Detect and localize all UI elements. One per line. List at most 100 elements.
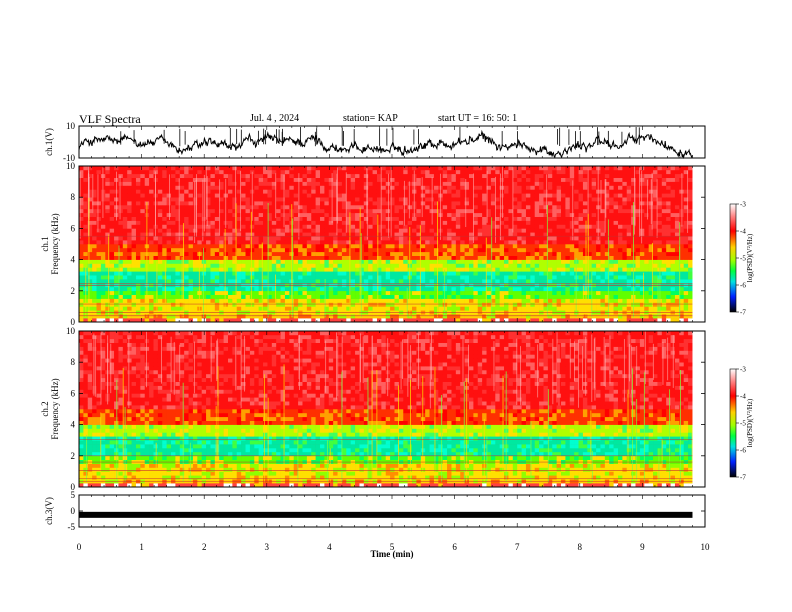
spectrogram-cell [355, 228, 360, 233]
spectrogram-cell [442, 255, 448, 260]
spectrogram-cell [100, 290, 106, 295]
spectrogram-cell [455, 193, 461, 198]
spectrogram-cell [376, 212, 382, 217]
spectrogram-cell [245, 232, 251, 237]
spectrogram-cell [171, 189, 176, 194]
spectrogram-cell [455, 205, 461, 210]
spectrogram-cell [276, 220, 281, 225]
spectrogram-cell [385, 318, 391, 323]
spectrogram-cell [105, 271, 110, 276]
spectrogram-cell [464, 232, 470, 237]
spectrogram-cell [464, 279, 470, 284]
spectrogram-cell [210, 290, 216, 295]
spectrogram-cell [508, 232, 514, 237]
spectrogram-cell [530, 220, 536, 225]
spectrogram-cell [617, 228, 623, 233]
spectrogram-cell [433, 290, 439, 295]
spectrogram-cell [539, 318, 544, 323]
spectrogram-cell [302, 240, 308, 245]
spectrogram-cell [604, 212, 610, 217]
spectrogram-cell [214, 318, 220, 323]
spectrogram-cell [127, 240, 132, 245]
spectrogram-cell [223, 236, 229, 241]
spectrogram-cell [499, 212, 505, 217]
spectrogram-cell [311, 290, 316, 295]
spectrogram-cell [188, 255, 194, 260]
spectrogram-cell [376, 244, 382, 249]
spectrogram-cell [482, 236, 487, 241]
spectrogram-cell [539, 275, 544, 280]
spectrogram-cell [499, 236, 505, 241]
spectrogram-cell [394, 240, 400, 245]
spectrogram-cell [337, 306, 343, 311]
spectrogram-cell [368, 247, 373, 253]
spectrogram-cell [162, 286, 167, 292]
spectrogram-cell [245, 224, 251, 229]
spectrogram-cell [280, 279, 286, 284]
spectrogram-cell [394, 255, 400, 260]
spectrogram-cell [179, 185, 185, 190]
spectrogram-cell [552, 259, 557, 264]
spectrogram-cell [127, 201, 132, 206]
spectrogram-cell [175, 318, 181, 323]
spectrogram-cell [407, 212, 413, 217]
spectrogram-cell [578, 263, 584, 268]
spectrogram-cell [556, 193, 562, 198]
spectrogram-cell [604, 267, 610, 272]
spectrogram-cell [162, 232, 167, 237]
spectrogram-cell [438, 306, 443, 311]
spectrogram-cell [490, 236, 496, 241]
spectrogram-cell [508, 173, 514, 178]
spectrogram-cell [328, 216, 334, 221]
spectrogram-cell [617, 294, 623, 299]
spectrogram-cell [565, 224, 571, 229]
spectrogram-cell [227, 173, 233, 178]
spectrogram-cell [591, 259, 597, 264]
spectrogram-cell [271, 212, 277, 217]
spectrogram-cell [460, 255, 465, 260]
spectrogram-cell [298, 318, 303, 323]
spectrogram-cell [315, 314, 321, 319]
spectrogram-cell [543, 228, 549, 233]
spectrogram-cell [236, 271, 242, 276]
spectrogram-cell [284, 169, 290, 175]
spectrogram-cell [87, 286, 93, 292]
spectrogram-cell [276, 271, 281, 276]
spectrogram-cell [249, 247, 255, 253]
spectrogram-cell [118, 290, 124, 295]
spectrogram-cell [363, 267, 369, 272]
spectrogram-cell [359, 197, 365, 202]
spectrogram-cell [420, 247, 426, 253]
spectrogram-cell [157, 286, 163, 292]
spectrogram-cell [433, 220, 439, 225]
spectrogram-cell [149, 216, 154, 221]
spectrogram-cell [258, 189, 264, 194]
spectrogram-cell [376, 197, 382, 202]
spectrogram-cell [600, 228, 606, 233]
spectrogram-cell [565, 314, 571, 319]
spectrogram-cell [355, 290, 360, 295]
spectrogram-cell [490, 185, 496, 190]
spectrogram-cell [184, 224, 189, 229]
spectrogram-cell [109, 189, 115, 194]
spectrogram-cell [153, 298, 159, 303]
spectrogram-cell [92, 240, 97, 245]
spectrogram-cell [79, 189, 84, 194]
spectrogram-cell [105, 185, 110, 190]
spectrogram-cell [320, 236, 325, 241]
spectrogram-cell [293, 232, 299, 237]
spectrogram-cell [258, 275, 264, 280]
spectrogram-cell [433, 247, 439, 253]
spectrogram-cell [499, 318, 505, 323]
spectrogram-cell [591, 224, 597, 229]
spectrogram-cell [254, 216, 259, 221]
spectrogram-cell [582, 189, 588, 194]
spectrogram-cell [613, 271, 619, 276]
spectrogram-cell [227, 201, 233, 206]
spectrogram-cell [245, 247, 251, 253]
spectrogram-cell [135, 224, 141, 229]
spectrogram-cell [109, 228, 115, 233]
spectrogram-cell [302, 177, 308, 182]
spectrogram-cell [552, 212, 557, 217]
spectrogram-cell [328, 294, 334, 299]
